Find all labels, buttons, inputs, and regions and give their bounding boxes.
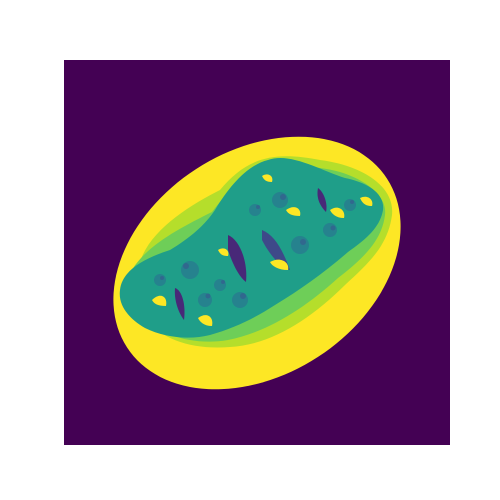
speck-1 <box>181 261 199 279</box>
dot-10 <box>221 280 225 284</box>
core-right <box>262 230 290 270</box>
filament-3 <box>270 259 289 270</box>
dot-4 <box>300 239 306 245</box>
dot-3 <box>240 293 246 299</box>
core-center <box>228 235 247 282</box>
filament-1 <box>152 295 167 306</box>
filament-8 <box>262 174 273 182</box>
core-left <box>174 288 185 320</box>
speck-8 <box>154 274 166 286</box>
core-top-right <box>317 188 327 212</box>
speck-3 <box>232 292 248 308</box>
filament-6 <box>360 196 373 206</box>
filament-5 <box>286 207 301 216</box>
speck-5 <box>323 223 337 237</box>
dot-7 <box>350 200 354 204</box>
fractal-detail <box>152 174 373 326</box>
escape-bands <box>113 136 401 390</box>
filament-7 <box>218 248 229 256</box>
speck-7 <box>344 199 356 211</box>
interior-body <box>119 157 384 338</box>
dot-6 <box>280 194 286 200</box>
dot-9 <box>256 205 260 209</box>
filament-2 <box>198 315 213 326</box>
speck-4 <box>291 236 309 254</box>
filament-4 <box>330 207 345 218</box>
dot-5 <box>330 225 336 231</box>
dot-1 <box>183 263 189 269</box>
speck-6 <box>272 192 288 208</box>
dot-8 <box>160 276 164 280</box>
dot-2 <box>205 293 211 299</box>
